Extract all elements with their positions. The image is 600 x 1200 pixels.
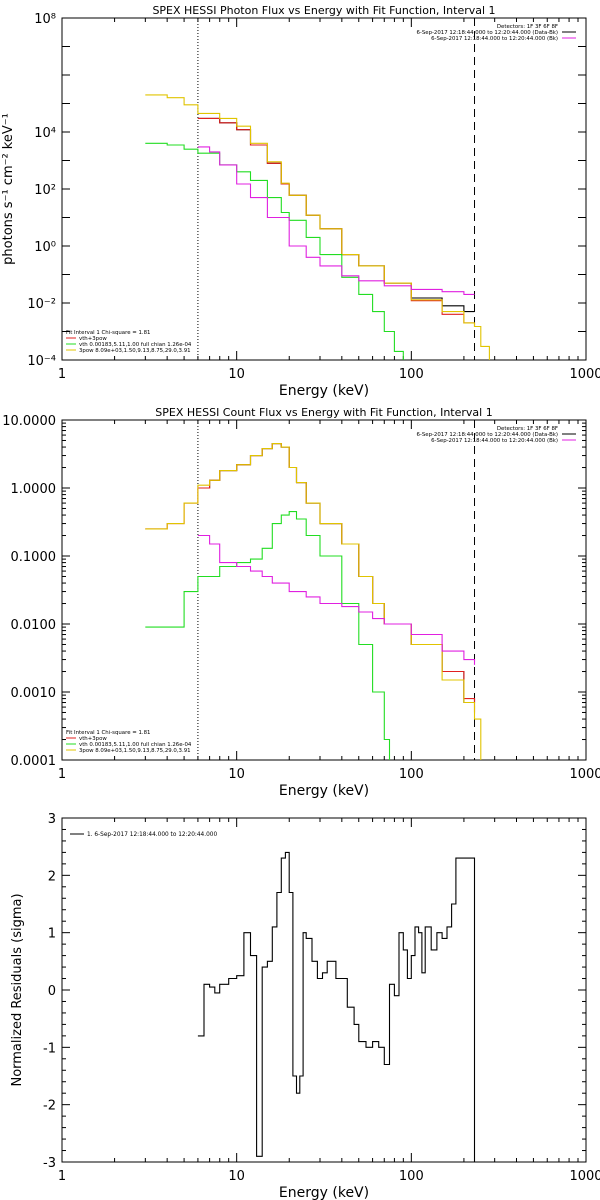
- series-line: [197, 146, 475, 295]
- y-tick-label: -2: [43, 1099, 56, 1114]
- y-tick-label: 10⁻²: [27, 297, 56, 312]
- series-line: [197, 534, 476, 665]
- y-tick-label: 0.1000: [11, 550, 57, 565]
- series-line: [145, 142, 404, 360]
- x-tick-label: 10: [228, 367, 245, 382]
- y-tick-label: 10.0000: [2, 414, 56, 429]
- y-tick-label: -3: [43, 1156, 56, 1171]
- legend-entry: 6-Sep-2017 12:18:44.000 to 12:20:44.000 …: [416, 30, 558, 36]
- y-tick-label: 10⁴: [34, 126, 56, 141]
- legend-entry: Detectors: 1F 3F 6F 8F: [497, 426, 558, 432]
- x-axis-label: Energy (keV): [279, 1185, 369, 1200]
- y-tick-label: 0.0010: [11, 686, 57, 701]
- y-tick-label: 10²: [34, 183, 56, 198]
- legend-entry: 6-Sep-2017 12:18:44.000 to 12:20:44.000 …: [431, 36, 558, 42]
- count-flux-chart: SPEX HESSI Count Flux vs Energy with Fit…: [2, 406, 600, 799]
- legend-entry: vth 0.00183,5.11,1.00 full chian 1.26e-0…: [79, 342, 192, 348]
- legend-entry: vth+3pow: [79, 336, 107, 342]
- series-line: [197, 851, 476, 1162]
- x-tick-label: 1: [58, 1169, 66, 1184]
- y-tick-label: 10⁸: [34, 12, 56, 27]
- y-tick-label: 2: [48, 869, 56, 884]
- y-axis-label: photons s⁻¹ cm⁻² keV⁻¹: [1, 113, 16, 265]
- x-tick-label: 10: [228, 767, 245, 782]
- x-tick-label: 100: [399, 1169, 424, 1184]
- y-tick-label: 3: [48, 812, 56, 827]
- legend-entry: Fit Interval 1 Chi-square = 1.81: [66, 330, 150, 336]
- y-tick-label: 10⁻⁴: [27, 354, 56, 369]
- legend-entry: Fit Interval 1 Chi-square = 1.81: [66, 730, 150, 736]
- chart-title: SPEX HESSI Photon Flux vs Energy with Fi…: [152, 4, 495, 17]
- legend-entry: 6-Sep-2017 12:18:44.000 to 12:20:44.000 …: [431, 438, 558, 444]
- x-tick-label: 1000: [569, 767, 600, 782]
- y-tick-label: 1: [48, 927, 56, 942]
- y-tick-label: 0: [48, 984, 56, 999]
- plot-frame: [61, 419, 587, 761]
- y-tick-label: -1: [43, 1041, 56, 1056]
- y-tick-label: 1.0000: [11, 482, 57, 497]
- legend-entry: vth 0.00183,5.11,1.00 full chian 1.26e-0…: [79, 742, 192, 748]
- x-tick-label: 100: [399, 367, 424, 382]
- series-line: [145, 511, 391, 760]
- x-tick-label: 10: [228, 1169, 245, 1184]
- legend-entry: 1. 6-Sep-2017 12:18:44.000 to 12:20:44.0…: [87, 832, 217, 838]
- series-line: [145, 94, 490, 360]
- legend-entry: vth+3pow: [79, 736, 107, 742]
- y-axis-label: Normalized Residuals (sigma): [10, 893, 25, 1086]
- x-tick-label: 1000: [569, 1169, 600, 1184]
- legend-entry: 3pow 8.09e+03,1.50,9.13,8.75,29.0,3.91: [79, 348, 191, 354]
- legend-entry: 3pow 8.09e+03,1.50,9.13,8.75,29.0,3.91: [79, 748, 191, 754]
- y-tick-label: 0.0100: [11, 618, 57, 633]
- x-axis-label: Energy (keV): [279, 383, 369, 399]
- x-tick-label: 1: [58, 367, 66, 382]
- residuals-chart: 1 10 100 1000 Energy (keV) -3 -2 -1 0 1 2 3 Normaliz…: [10, 812, 600, 1200]
- series-line: [145, 443, 482, 760]
- x-tick-label: 1000: [569, 367, 600, 382]
- legend-entry: Detectors: 1F 3F 6F 8F: [497, 24, 558, 30]
- x-tick-label: 1: [58, 767, 66, 782]
- y-tick-label: 0.0001: [11, 754, 57, 769]
- photon-flux-chart: SPEX HESSI Photon Flux vs Energy with Fi…: [1, 4, 600, 399]
- legend-entry: 6-Sep-2017 12:18:44.000 to 12:20:44.000 …: [416, 432, 558, 438]
- x-axis-label: Energy (keV): [279, 783, 369, 799]
- chart-title: SPEX HESSI Count Flux vs Energy with Fit…: [155, 406, 492, 419]
- x-tick-label: 100: [399, 767, 424, 782]
- y-tick-label: 10⁰: [34, 240, 56, 255]
